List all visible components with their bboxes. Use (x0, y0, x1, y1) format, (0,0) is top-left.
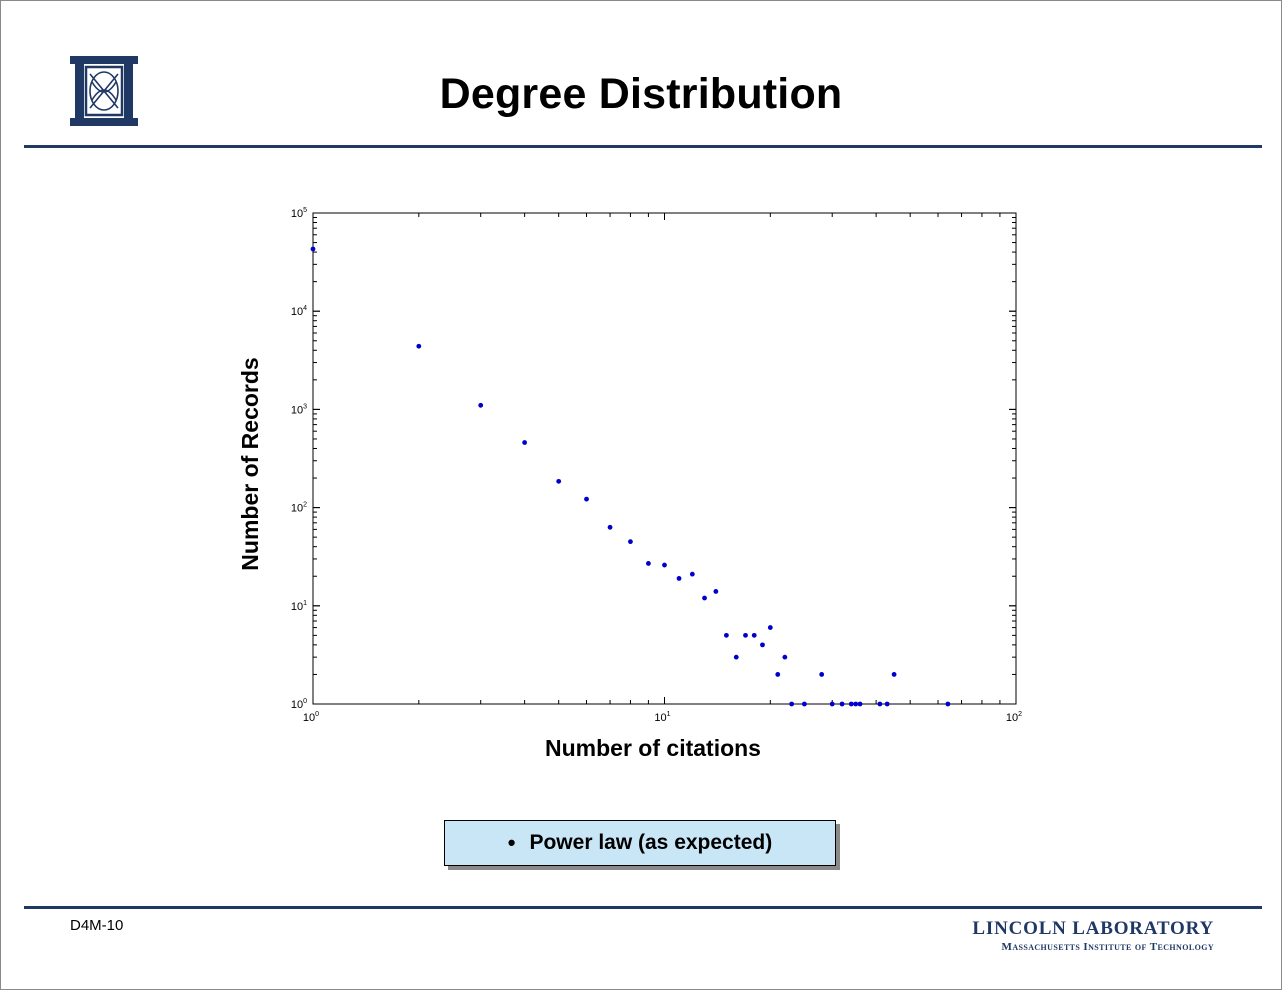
y-tick-label: 101 (291, 600, 307, 613)
header-divider (24, 145, 1262, 148)
data-point (713, 589, 719, 594)
x-tick-label: 102 (1006, 711, 1022, 724)
data-point (733, 654, 739, 660)
tick-labels: 100 101 102 100 101 102 103 104 105 (291, 207, 1022, 724)
data-point (891, 672, 897, 677)
data-point (478, 402, 484, 408)
data-point (877, 701, 883, 707)
data-point (628, 539, 633, 545)
footer-divider (24, 906, 1262, 909)
key-point-callout: • Power law (as expected) (444, 820, 836, 866)
callout-text: Power law (as expected) (529, 831, 773, 854)
data-point (829, 701, 835, 707)
data-point (857, 701, 863, 707)
data-point (646, 561, 651, 566)
data-point (723, 632, 729, 638)
slide-number: D4M-10 (70, 917, 124, 934)
data-point (676, 576, 682, 581)
lab-name-line2: Massachusetts Institute of Technology (972, 941, 1214, 953)
data-point (848, 701, 854, 707)
y-tick-label: 105 (291, 207, 307, 220)
lab-name-line2-text: Massachusetts Institute of Technology (1001, 941, 1214, 953)
y-tick-label: 103 (291, 403, 307, 416)
data-point (945, 701, 951, 707)
data-point (662, 562, 667, 568)
mit-ll-logo-icon (70, 56, 138, 126)
data-point (782, 654, 788, 660)
data-point (751, 632, 757, 638)
data-point (853, 701, 859, 707)
page-title: Degree Distribution (439, 70, 843, 118)
plot-area (312, 212, 1017, 705)
data-point (884, 701, 890, 707)
x-tick-label: 101 (654, 711, 670, 724)
bullet-icon: • (507, 830, 516, 855)
data-point (689, 571, 695, 577)
data-point (584, 496, 589, 502)
y-tick-label: 102 (291, 502, 307, 515)
data-point (522, 440, 528, 445)
degree-distribution-chart: 100 101 102 100 101 102 103 104 105 Number of ci… (237, 207, 1022, 761)
data-point (767, 625, 773, 630)
x-axis-label: Number of citations (545, 735, 761, 761)
y-tick-label: 100 (291, 698, 307, 711)
data-point (743, 632, 748, 638)
y-tick-label: 104 (291, 305, 307, 318)
data-point (310, 246, 316, 252)
data-point (556, 478, 562, 484)
axis-ticks (312, 212, 1017, 705)
data-point (789, 701, 795, 707)
data-point (775, 672, 781, 677)
lab-name: LINCOLN LABORATORY Massachusetts Institu… (972, 918, 1214, 953)
data-point (702, 595, 707, 601)
data-point (819, 672, 825, 677)
data-point (416, 343, 422, 349)
data-point (801, 701, 807, 707)
lab-name-line1: LINCOLN LABORATORY (972, 918, 1214, 939)
data-point (607, 524, 613, 530)
data-point (760, 642, 765, 648)
data-points (310, 246, 951, 707)
data-point (839, 701, 845, 707)
y-axis-label: Number of Records (237, 357, 263, 570)
x-tick-label: 100 (303, 711, 319, 724)
